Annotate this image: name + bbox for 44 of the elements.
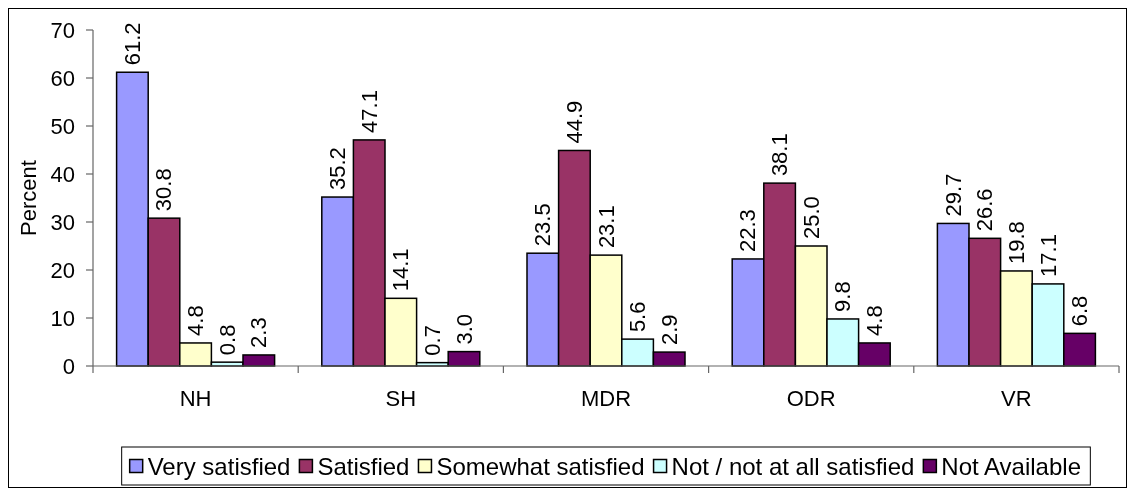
legend-label: Somewhat satisfied — [436, 452, 645, 480]
data-label: 17.1 — [1035, 234, 1061, 277]
data-label: 61.2 — [119, 22, 145, 66]
y-tick-label: 20 — [50, 257, 75, 283]
data-label: 26.6 — [972, 188, 998, 232]
data-label: 35.2 — [325, 147, 351, 191]
x-tick-label: NH — [179, 386, 212, 411]
data-label: 0.8 — [214, 324, 240, 356]
x-tick-label: ODR — [786, 386, 836, 411]
legend-label: Not / not at all satisfied — [671, 452, 915, 480]
x-tick-label: SH — [385, 386, 417, 411]
legend-label: Very satisfied — [147, 452, 291, 480]
data-label: 23.5 — [530, 203, 556, 247]
data-label: 4.8 — [183, 305, 209, 336]
data-label: 6.8 — [1067, 295, 1093, 327]
x-tick-label: MDR — [580, 386, 632, 411]
y-tick-label: 40 — [50, 161, 75, 187]
y-tick-label: 70 — [50, 17, 75, 43]
y-tick-label: 50 — [50, 113, 75, 139]
x-tick-label: VR — [1001, 386, 1032, 411]
y-tick-label: 10 — [50, 305, 75, 331]
data-label: 5.6 — [625, 301, 651, 333]
data-label: 22.3 — [735, 209, 761, 252]
data-label: 30.8 — [151, 168, 177, 212]
legend-label: Not Available — [941, 452, 1082, 480]
data-label: 2.9 — [656, 314, 682, 346]
data-label: 2.3 — [246, 317, 272, 348]
data-label: 0.7 — [419, 325, 445, 356]
data-label: 4.8 — [861, 305, 887, 336]
data-label: 23.1 — [593, 205, 619, 249]
data-label: 29.7 — [940, 173, 966, 217]
y-tick-label: 60 — [50, 65, 75, 91]
data-label: 47.1 — [356, 90, 382, 133]
data-label: 19.8 — [1003, 221, 1029, 264]
y-tick-label: 0 — [62, 353, 75, 379]
data-label: 25.0 — [798, 196, 824, 239]
data-label: 14.1 — [388, 248, 414, 292]
data-label: 38.1 — [767, 133, 793, 177]
data-label: 9.8 — [830, 281, 856, 312]
data-label: 44.9 — [561, 100, 587, 144]
y-tick-label: 30 — [50, 209, 75, 235]
y-axis-title: Percent — [15, 160, 41, 236]
legend-label: Satisfied — [317, 452, 410, 480]
data-label: 3.0 — [451, 314, 477, 345]
